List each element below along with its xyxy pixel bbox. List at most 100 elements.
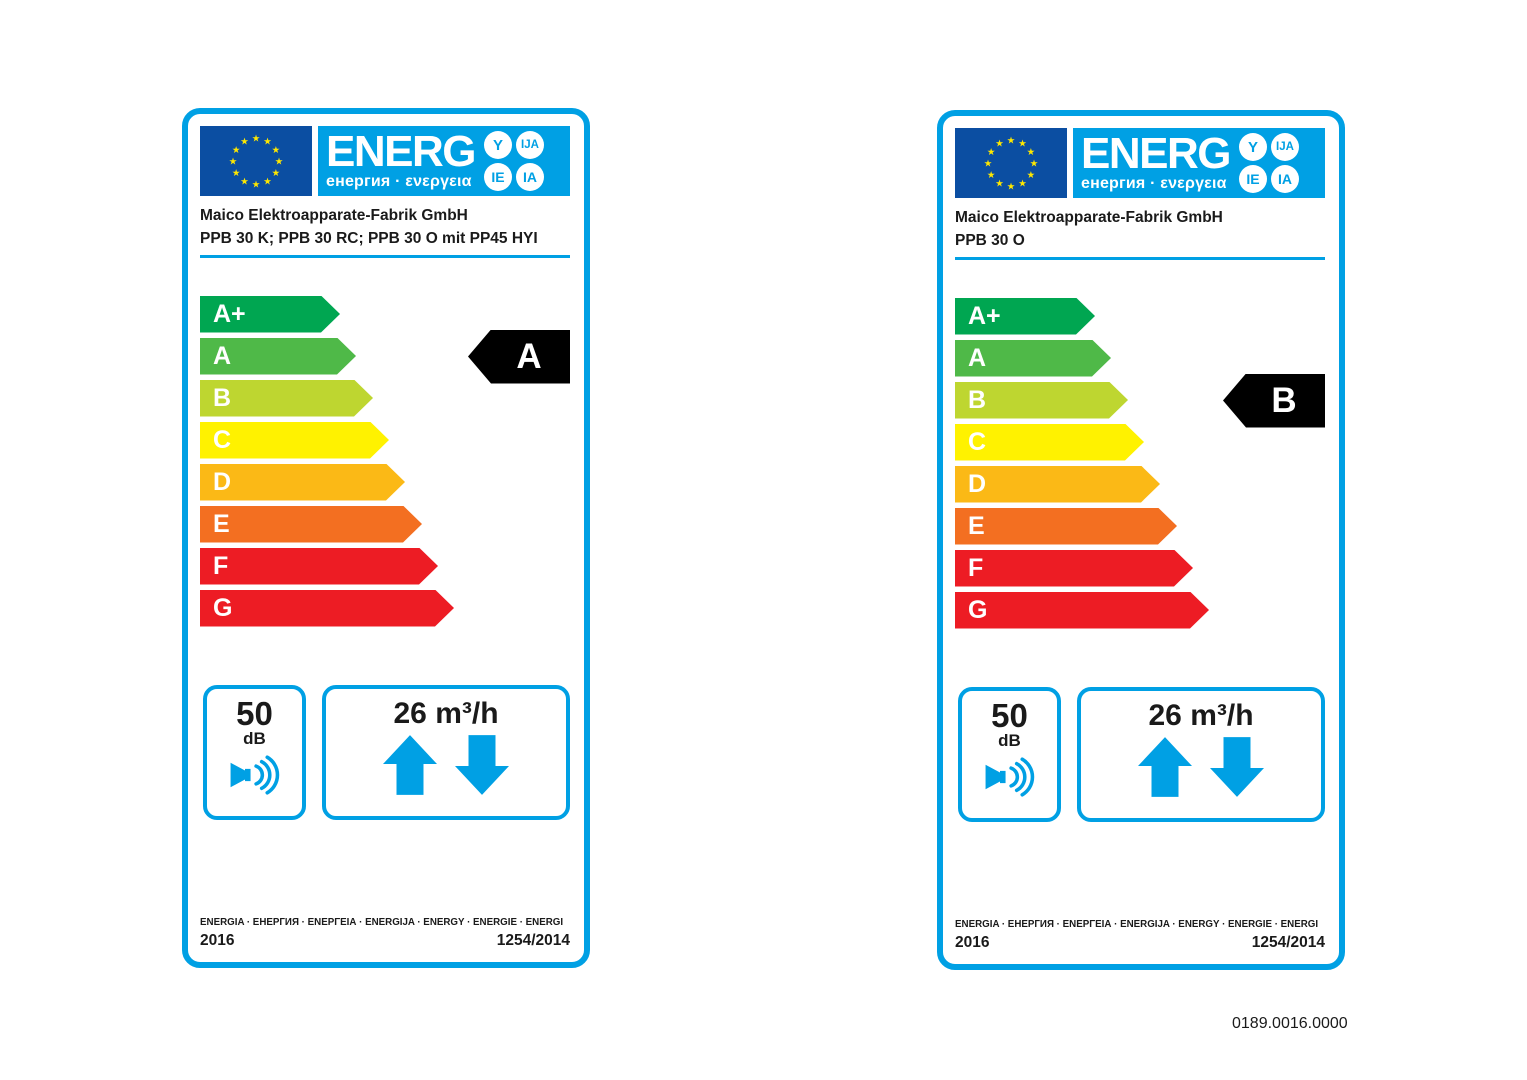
airflow-box: 26 m³/h [1077,686,1325,822]
star-icon: ★ [1018,178,1027,189]
class-bar-letter: A+ [968,301,1001,330]
class-bar-letter: C [213,425,232,454]
divider [955,257,1325,260]
label-footer: ENERGIA · ЕНЕРГИЯ · ΕΝΕΡΓΕΙΑ · ENERGIJA … [955,918,1325,952]
energ-text-block: ENERG енергия · ενεργεια [326,126,476,191]
model-identifier: PPB 30 K; PPB 30 RC; PPB 30 O mit PP45 H… [200,230,538,247]
class-bar-letter: G [968,595,988,624]
star-icon: ★ [1030,158,1039,169]
year-row: 2016 1254/2014 [955,934,1325,952]
down-arrow-icon [455,734,509,795]
label-footer: ENERGIA · ЕНЕРГИЯ · ΕΝΕΡΓΕΙΑ · ENERGIJA … [200,916,570,950]
star-icon: ★ [263,176,272,187]
noise-value: 50 [991,696,1028,734]
airflow-arrows [383,734,509,795]
airflow-box: 26 m³/h [322,684,570,820]
star-icon: ★ [1027,170,1036,181]
speaker-icon [230,754,279,795]
class-bar-letter: B [968,385,987,414]
energ-logo: ENERG енергия · ενεργεια Y IJA IE IA [318,126,570,196]
up-arrow-icon [383,734,437,795]
rating-letter: A [516,336,542,376]
energ-logo: ENERG енергия · ενεργεια Y IJA IE IA [1073,128,1325,198]
star-icon: ★ [240,176,249,187]
noise-value: 50 [236,694,273,732]
supplier-name: Maico Elektroapparate-Fabrik GmbH [200,207,468,224]
year-row: 2016 1254/2014 [200,932,570,950]
class-bar-letter: A [968,343,987,372]
model-identifier: PPB 30 O [955,232,1025,249]
star-icon: ★ [232,145,241,156]
star-icon: ★ [987,147,996,158]
star-icon: ★ [232,168,241,179]
noise-box: 50 dB [203,684,306,820]
noise-unit: dB [243,728,266,748]
class-bar-letter: A+ [213,299,246,328]
language-suffix-circles: Y IJA IE IA [484,131,544,191]
class-bar-letter: F [968,553,984,582]
class-bar-f: F [955,550,1193,587]
supplier-name: Maico Elektroapparate-Fabrik GmbH [955,209,1223,226]
suffix-circle-ija: IJA [1271,133,1299,161]
star-icon: ★ [987,170,996,181]
class-bar-e: E [200,506,422,543]
star-icon: ★ [252,133,261,144]
energy-label-right: ★ ★ ★ ★ ★ ★ ★ ★ ★ ★ ★ ★ ENERG енергия · ενεργεια Y … [937,110,1345,970]
suffix-circle-ie: IE [1239,165,1267,193]
rating-letter: B [1271,380,1297,420]
class-bar-letter: E [213,509,230,538]
airflow-arrows [1138,736,1264,797]
class-bar-a: A [955,340,1111,377]
suffix-circle-y: Y [484,131,512,159]
class-bar-c: C [955,424,1144,461]
class-bar-g: G [200,590,454,627]
class-bars: A+ A B C D E F G [955,298,1325,629]
energy-label-left: ★ ★ ★ ★ ★ ★ ★ ★ ★ ★ ★ ★ ENERG енергия · ενεργεια Y … [182,108,590,968]
up-arrow-icon [1138,736,1192,797]
languages-line: ENERGIA · ЕНЕРГИЯ · ΕΝΕΡΓΕΙΑ · ENERGIJA … [200,916,564,928]
star-icon: ★ [229,156,238,167]
suffix-circle-y: Y [1239,133,1267,161]
energ-subtitle: енергия · ενεργεια [1081,174,1227,192]
noise-unit: dB [998,730,1021,750]
efficiency-scale: A+ A B C D E F G B [955,298,1325,629]
class-bar-letter: G [213,593,233,622]
star-icon: ★ [1018,139,1027,150]
languages-line: ENERGIA · ЕНЕРГИЯ · ΕΝΕΡΓΕΙΑ · ENERGIJA … [955,918,1319,930]
class-bar-d: D [955,466,1160,503]
star-icon: ★ [995,139,1004,150]
airflow-value: 26 m³/h [1148,698,1254,732]
energ-text-block: ENERG енергия · ενεργεια [1081,128,1231,193]
order-number: 0189.0016.0000 [1232,1015,1348,1032]
star-icon: ★ [263,137,272,148]
rating-arrow: A [468,329,570,384]
label-year: 2016 [955,934,990,951]
class-bar-d: D [200,464,405,501]
eu-flag-icon: ★ ★★★★★★★★★★★ [955,128,1067,198]
class-bar-letter: C [968,427,987,456]
class-bar-f: F [200,548,438,585]
down-arrow-icon [1210,736,1264,797]
suffix-circle-ia: IA [516,163,544,191]
class-bar-b: B [955,382,1128,419]
star-icon: ★ [240,137,249,148]
regulation-number: 1254/2014 [1251,934,1325,951]
star-icon: ★ [995,178,1004,189]
class-bar-c: C [200,422,389,459]
star-icon: ★ [272,168,281,179]
energ-subtitle: енергия · ενεργεια [326,172,472,190]
metric-boxes: 50 dB 26 m³/h [203,684,570,820]
star-icon: ★ [1007,135,1016,146]
metric-boxes: 50 dB 26 m³/h [958,686,1325,822]
efficiency-scale: A+ A B C D E F G A [200,296,570,627]
star-icon: ★ [275,156,284,167]
star-icon: ★ [984,158,993,169]
eu-stars: ★ ★★★★★★★★★★★ [984,135,1039,192]
noise-box: 50 dB [958,686,1061,822]
airflow-value: 26 m³/h [393,696,499,730]
energ-word: ENERG [1081,128,1231,178]
rating-arrow: B [1223,373,1325,428]
suffix-circle-ija: IJA [516,131,544,159]
energ-word: ENERG [326,126,476,176]
class-bar-e: E [955,508,1177,545]
